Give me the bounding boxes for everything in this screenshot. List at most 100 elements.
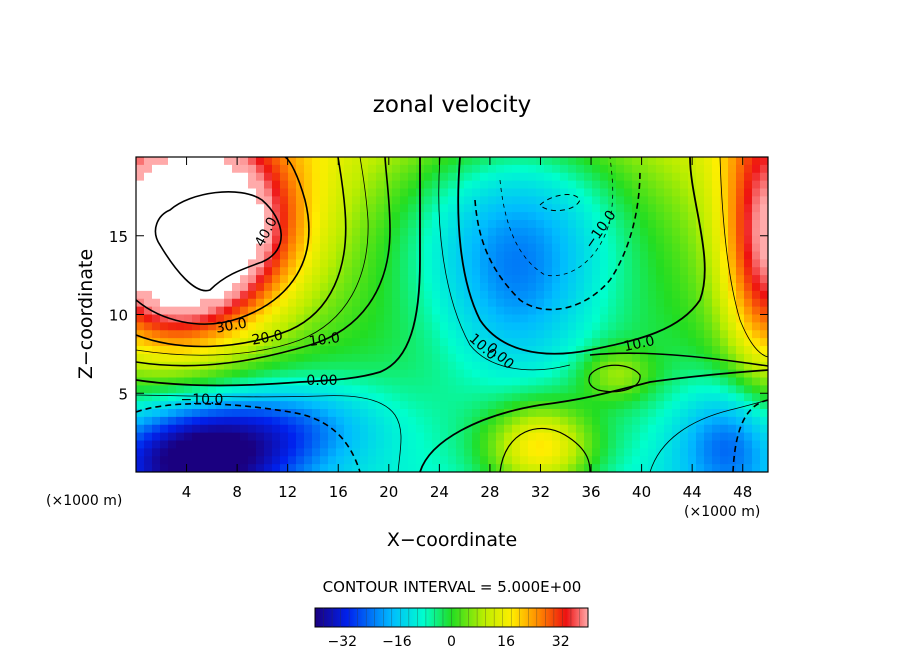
field-cell	[512, 440, 521, 449]
field-cell	[608, 290, 617, 300]
field-cell	[488, 259, 497, 268]
field-cell	[472, 440, 481, 449]
field-cell	[208, 243, 217, 253]
field-cell	[680, 338, 689, 347]
field-cell	[760, 196, 768, 205]
field-cell	[448, 204, 457, 213]
field-cell	[368, 409, 377, 418]
field-cell	[408, 464, 417, 472]
field-cell	[696, 432, 705, 442]
field-cell	[456, 267, 465, 276]
field-cell	[728, 314, 737, 323]
field-cell	[560, 235, 569, 245]
field-cell	[592, 267, 601, 276]
field-cell	[672, 188, 681, 197]
field-cell	[496, 204, 505, 213]
field-cell	[336, 416, 345, 426]
field-cell	[624, 353, 633, 363]
field-cell	[296, 212, 305, 221]
field-cell	[152, 385, 161, 394]
field-cell	[296, 275, 305, 284]
field-cell	[576, 290, 585, 300]
field-cell	[336, 338, 345, 347]
field-cell	[632, 424, 641, 434]
field-cell	[584, 188, 593, 197]
field-cell	[392, 464, 401, 472]
field-cell	[488, 298, 497, 308]
field-cell	[400, 401, 409, 410]
field-cell	[256, 220, 265, 229]
field-cell	[504, 322, 513, 331]
field-cell	[752, 267, 761, 276]
field-cell	[160, 164, 169, 174]
field-cell	[392, 432, 401, 442]
field-cell	[400, 338, 409, 347]
field-cell	[560, 164, 569, 174]
field-cell	[224, 227, 233, 237]
field-cell	[648, 409, 657, 418]
field-cell	[704, 290, 713, 300]
field-cell	[272, 393, 281, 402]
field-cell	[568, 298, 577, 308]
field-cell	[408, 361, 417, 371]
field-cell	[544, 267, 553, 276]
field-cell	[248, 172, 257, 182]
field-cell	[568, 338, 577, 347]
field-cell	[496, 251, 505, 260]
field-cell	[344, 243, 353, 253]
field-cell	[328, 456, 337, 465]
field-cell	[360, 164, 369, 174]
field-cell	[296, 393, 305, 402]
field-cell	[448, 157, 457, 166]
field-cell	[672, 164, 681, 174]
field-cell	[152, 369, 161, 379]
field-cell	[240, 298, 249, 308]
field-cell	[656, 290, 665, 300]
y-tick-label: 5	[118, 385, 128, 403]
field-cell	[344, 172, 353, 182]
field-cell	[288, 369, 297, 379]
field-cell	[600, 275, 609, 284]
field-cell	[560, 172, 569, 182]
field-cell	[184, 172, 193, 182]
field-cell	[336, 172, 345, 182]
field-cell	[544, 243, 553, 253]
field-cell	[288, 251, 297, 260]
field-cell	[552, 369, 561, 379]
field-cell	[168, 401, 177, 410]
field-cell	[296, 235, 305, 245]
field-cell	[624, 424, 633, 434]
field-cell	[648, 180, 657, 190]
field-cell	[280, 188, 289, 197]
contour-30	[136, 157, 310, 325]
field-cell	[584, 369, 593, 379]
field-cell	[344, 283, 353, 292]
field-cell	[456, 385, 465, 394]
field-cell	[280, 157, 289, 166]
field-cell	[272, 401, 281, 410]
field-cell	[664, 377, 673, 386]
field-cell	[136, 259, 145, 268]
field-cell	[680, 235, 689, 245]
field-cell	[232, 259, 241, 268]
field-cell	[408, 212, 417, 221]
field-cell	[424, 157, 433, 166]
field-cell	[320, 377, 329, 386]
field-cell	[608, 440, 617, 449]
field-cell	[408, 338, 417, 347]
field-cell	[240, 157, 249, 166]
field-cell	[680, 259, 689, 268]
field-cell	[448, 314, 457, 323]
field-cell	[608, 424, 617, 434]
field-cell	[192, 196, 201, 205]
field-cell	[560, 290, 569, 300]
contour-lines	[136, 157, 768, 472]
field-cell	[512, 267, 521, 276]
field-cell	[680, 401, 689, 410]
field-cell	[160, 227, 169, 237]
field-cell	[384, 290, 393, 300]
field-cell	[336, 275, 345, 284]
field-cell	[168, 180, 177, 190]
field-cell	[712, 330, 721, 339]
